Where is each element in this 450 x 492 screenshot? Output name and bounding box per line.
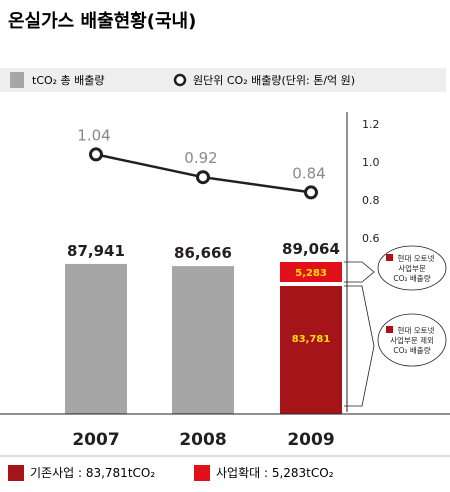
page-title: 온실가스 배출현황(국내)	[8, 11, 196, 32]
intensity-point	[304, 185, 318, 200]
bar-value-label: 86,666	[174, 244, 232, 262]
intensity-value-label: 0.92	[184, 149, 217, 167]
legend-intensity-marker	[173, 73, 187, 87]
year-label: 2007	[72, 430, 119, 450]
footer-expansion-label: 사업확대 : 5,283tCO₂	[216, 466, 334, 480]
intensity-point	[89, 147, 103, 162]
year-label: 2008	[179, 430, 226, 450]
bar-segment-base	[280, 286, 342, 414]
intensity-value-label: 1.04	[77, 126, 110, 144]
callout-text: 현대 오토넷	[398, 326, 435, 335]
callout-text: 사업부문 제외	[390, 335, 434, 345]
callout-bubble	[377, 313, 447, 367]
bar-segment-expansion	[280, 262, 342, 282]
intensity-point	[196, 170, 210, 185]
axis-tick-label: 1.0	[362, 156, 380, 169]
callout-bubble	[377, 245, 447, 291]
bar-value-label: 87,941	[67, 242, 125, 260]
legend-total-label: tCO₂ 총 배출량	[32, 74, 105, 87]
callout-bracket	[344, 285, 375, 407]
year-label: 2009	[287, 430, 334, 450]
bar-value-label: 89,064	[282, 240, 340, 258]
axis-tick-label: 1.2	[362, 118, 380, 131]
hyundai-autonet-logo-icon	[386, 254, 393, 261]
axis-tick-label: 0.6	[362, 232, 380, 245]
hyundai-autonet-logo-icon	[386, 326, 393, 333]
intensity-value-label: 0.84	[292, 164, 325, 182]
callout-text: CO₂ 배출량	[393, 345, 430, 355]
legend-total-swatch	[10, 72, 24, 88]
callout-text: 사업부문	[398, 264, 426, 273]
callout-bracket	[344, 261, 375, 283]
bar-segment-label: 5,283	[295, 268, 327, 279]
callout-text: 현대 오토넷	[398, 254, 435, 263]
footer-expansion-swatch	[194, 465, 210, 481]
footer-base-swatch	[8, 465, 24, 481]
bar-total	[65, 263, 127, 414]
legend-intensity-label: 원단위 CO₂ 배출량(단위: 톤/억 원)	[193, 74, 355, 87]
axis-tick-label: 0.8	[362, 194, 380, 207]
footer-base-label: 기존사업 : 83,781tCO₂	[30, 466, 155, 480]
bar-segment-label: 83,781	[292, 334, 331, 345]
bar-total	[172, 266, 234, 414]
legend-bar	[0, 68, 446, 92]
callout-text: CO₂ 배출량	[393, 273, 430, 283]
